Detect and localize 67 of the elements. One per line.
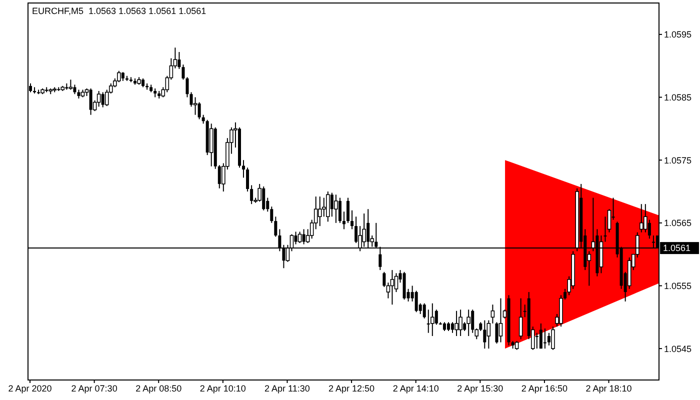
x-tick-label: 2 Apr 07:30: [71, 383, 118, 394]
candlestick: [96, 90, 101, 108]
candlestick: [454, 310, 458, 337]
candlestick: [209, 123, 214, 167]
x-tick-label: 2 Apr 16:50: [521, 383, 568, 394]
candlestick: [607, 208, 612, 233]
candlestick: [302, 228, 306, 245]
candlestick: [640, 204, 644, 233]
y-tick-label: 1.0595: [664, 30, 692, 40]
candlestick: [68, 79, 73, 90]
candlestick: [326, 191, 330, 222]
candlestick: [246, 167, 250, 192]
candlestick: [346, 197, 350, 224]
candlestick: [422, 302, 426, 319]
x-tick-label: 2 Apr 14:10: [392, 383, 439, 394]
candlestick: [182, 64, 185, 80]
candlestick: [190, 92, 193, 108]
candlestick: [318, 196, 322, 227]
candlestick: [117, 70, 121, 83]
candlestick: [338, 197, 342, 224]
candlestick: [294, 231, 298, 245]
candlestick: [483, 320, 486, 350]
candlestick: [518, 298, 523, 340]
y-tick-label: 1.0565: [664, 218, 692, 228]
candlestick: [539, 322, 542, 350]
candlestick: [394, 272, 398, 293]
candlestick: [178, 52, 181, 70]
candlestick: [390, 270, 394, 306]
candlestick: [551, 326, 555, 350]
candlestick: [334, 194, 338, 224]
candlestick: [535, 332, 538, 350]
candlestick: [414, 290, 418, 313]
y-tick-label: 1.0585: [664, 92, 692, 102]
candlestick: [250, 184, 254, 205]
candlestick: [342, 211, 346, 230]
x-tick-label: 2 Apr 08:50: [136, 383, 182, 394]
candlestick: [354, 216, 358, 244]
candlestick: [73, 84, 76, 95]
x-tick-label: 2 Apr 2020: [8, 383, 52, 394]
candlestick: [430, 302, 434, 337]
candlestick: [89, 88, 92, 116]
candlestick: [242, 160, 246, 178]
x-tick-label: 2 Apr 12:50: [328, 383, 375, 394]
candlestick: [648, 219, 651, 240]
y-tick-label: 1.0545: [664, 344, 692, 354]
x-tick-label: 2 Apr 10:10: [200, 383, 246, 394]
candlestick: [451, 322, 454, 334]
x-tick-label: 2 Apr 18:10: [586, 383, 632, 394]
candlestick: [466, 309, 470, 337]
candlestick: [458, 309, 462, 337]
candlestick: [198, 102, 201, 120]
candlestick: [495, 322, 498, 344]
candlestick: [298, 231, 302, 244]
x-tick-label: 2 Apr 11:30: [264, 383, 310, 394]
candlestick: [434, 309, 438, 326]
x-tick-label: 2 Apr 15:30: [457, 383, 504, 394]
candlestick: [274, 216, 278, 238]
candlestick: [186, 76, 189, 98]
candlestick: [350, 210, 354, 230]
candlestick: [270, 206, 274, 224]
candlestick: [543, 328, 546, 350]
candlestick: [498, 298, 503, 343]
ref-line-label: 1.0561: [663, 243, 691, 254]
y-tick-label: 1.0575: [664, 155, 692, 166]
y-tick-label: 1.0555: [664, 280, 692, 291]
candlestick: [193, 96, 198, 116]
chart-title: EURCHF,M5 1.0563 1.0563 1.0561 1.0561: [32, 6, 206, 16]
